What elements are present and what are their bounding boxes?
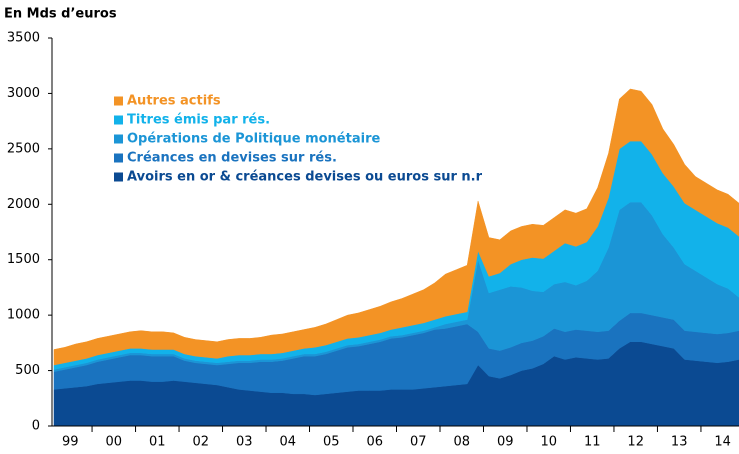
legend-swatch — [114, 96, 123, 106]
x-tick-label: 01 — [149, 435, 166, 450]
x-tick-label: 12 — [627, 435, 644, 450]
x-tick-label: 00 — [106, 435, 123, 450]
legend-swatch — [114, 153, 123, 163]
legend-text: Avoirs en or & créances devises ou euros… — [127, 170, 483, 185]
area — [53, 88, 739, 366]
x-tick-label: 09 — [497, 435, 514, 450]
x-tick-label: 08 — [453, 435, 470, 450]
legend-text: Autres actifs — [127, 94, 221, 109]
x-tick-label: 07 — [410, 435, 427, 450]
y-tick-label: 2500 — [7, 141, 40, 156]
x-tick-label: 10 — [540, 435, 557, 450]
legend-text: Opérations de Politique monétaire — [127, 132, 380, 147]
y-tick-label: 2000 — [7, 197, 40, 212]
x-tick-label: 11 — [584, 435, 601, 450]
legend-text: Titres émis par rés. — [127, 113, 270, 128]
y-tick-label: 0 — [32, 419, 40, 434]
legend-swatch — [114, 172, 123, 182]
y-tick-label: 3500 — [7, 31, 40, 46]
x-tick-label: 03 — [236, 435, 253, 450]
legend-swatch — [114, 115, 123, 125]
x-tick-label: 04 — [279, 435, 296, 450]
y-tick-label: 1500 — [7, 252, 40, 267]
x-tick-label: 14 — [714, 435, 731, 450]
legend-text: Créances en devises sur rés. — [127, 151, 337, 166]
x-tick-label: 02 — [193, 435, 210, 450]
legend-swatch — [114, 134, 123, 144]
x-tick-label: 06 — [366, 435, 383, 450]
x-tick-label: 13 — [671, 435, 688, 450]
y-tick-label: 1000 — [7, 308, 40, 323]
chart-title: En Mds d’euros — [4, 7, 117, 22]
legend: Autres actifs Titres émis par rés. Opérati… — [114, 94, 483, 185]
x-tick-label: 05 — [323, 435, 340, 450]
y-tick-label: 500 — [15, 363, 40, 378]
y-tick-label: 3000 — [7, 86, 40, 101]
x-tick-label: 99 — [62, 435, 79, 450]
